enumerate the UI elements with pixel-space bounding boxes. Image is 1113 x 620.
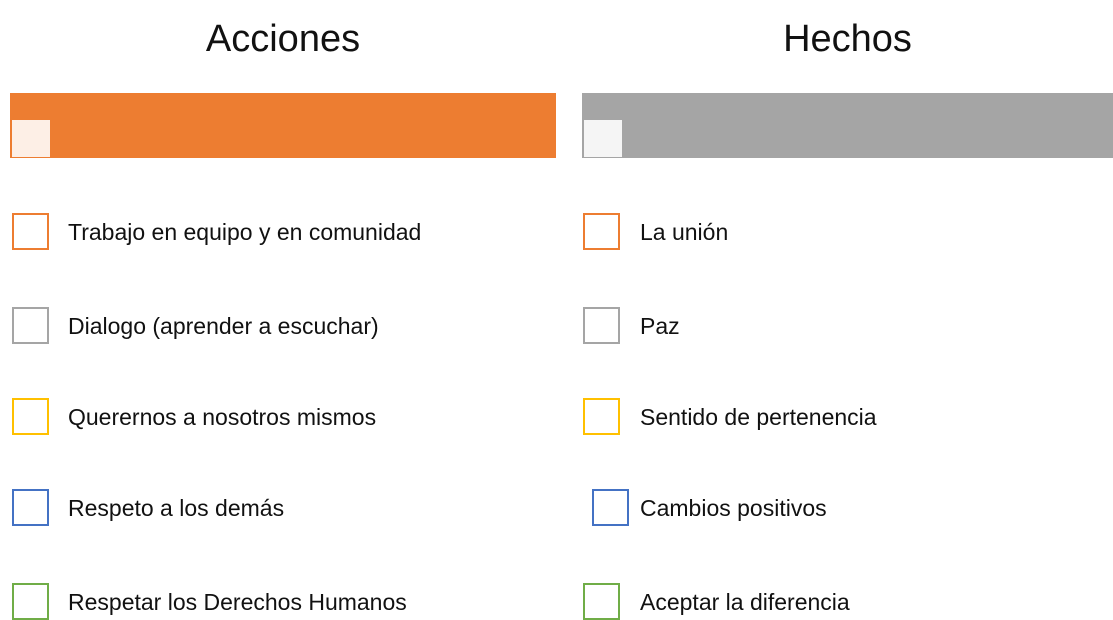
item-label: Paz — [640, 313, 680, 339]
bar-square — [12, 120, 50, 157]
header-bar — [10, 93, 556, 158]
item-label: Querernos a nosotros mismos — [68, 404, 377, 430]
item-box — [12, 489, 49, 526]
item-label: Respeto a los demás — [68, 495, 285, 521]
item-box — [583, 307, 620, 344]
column-title: Acciones — [205, 18, 361, 60]
item-label: Respetar los Derechos Humanos — [68, 589, 407, 615]
item-box — [592, 489, 629, 526]
item-box — [12, 583, 49, 620]
item-label: Sentido de pertenencia — [640, 404, 877, 430]
item-box — [583, 583, 620, 620]
header-bar — [582, 93, 1113, 158]
item-box — [583, 398, 620, 435]
item-box — [12, 213, 49, 250]
item-label: Cambios positivos — [640, 495, 827, 521]
column-title: Hechos — [783, 18, 912, 60]
item-label: Aceptar la diferencia — [640, 589, 850, 615]
item-box — [583, 213, 620, 250]
item-label: Trabajo en equipo y en comunidad — [68, 219, 422, 245]
item-label: Dialogo (aprender a escuchar) — [68, 313, 379, 339]
item-box — [12, 307, 49, 344]
bar-square — [584, 120, 622, 157]
item-label: La unión — [640, 219, 729, 245]
item-box — [12, 398, 49, 435]
